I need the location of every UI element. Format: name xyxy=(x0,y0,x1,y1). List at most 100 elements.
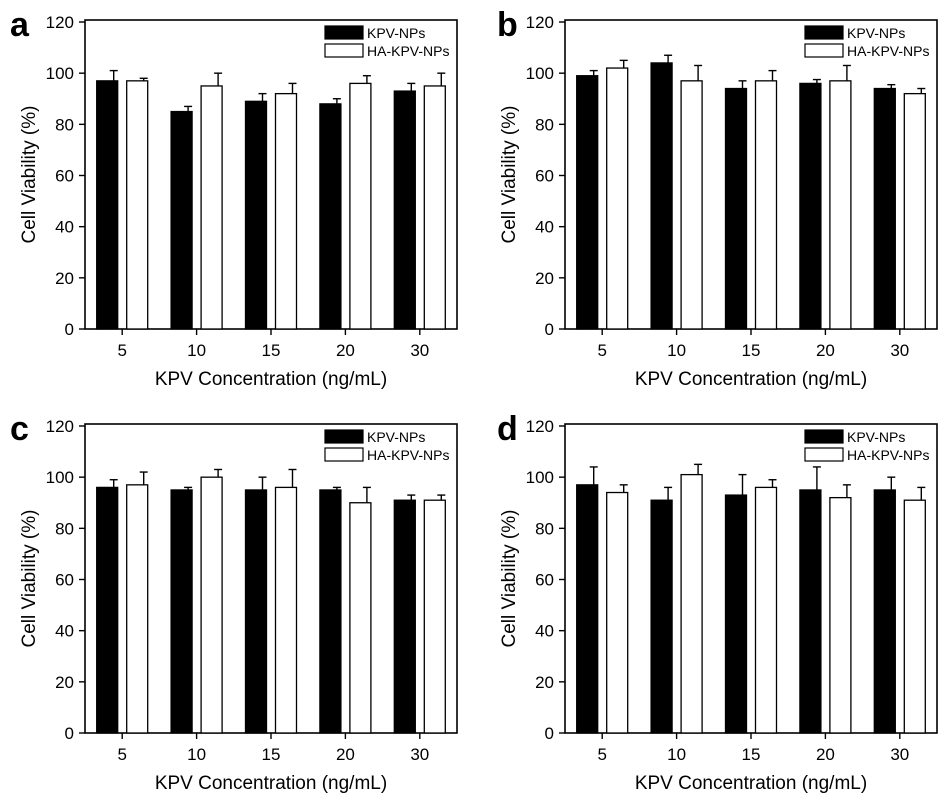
legend-label: HA-KPV-NPs xyxy=(367,447,449,463)
legend-label: HA-KPV-NPs xyxy=(367,43,449,59)
y-tick-label: 0 xyxy=(545,724,554,743)
x-tick-label: 20 xyxy=(816,341,835,360)
bar-kpv-nps xyxy=(873,87,896,330)
error-bar xyxy=(694,463,703,475)
bar-ha-kpv-nps xyxy=(126,80,149,330)
y-axis-title: Cell Viability (%) xyxy=(19,106,40,244)
y-tick-label: 40 xyxy=(55,622,74,641)
bar-kpv-nps xyxy=(170,110,193,330)
error-bar xyxy=(362,75,371,84)
bar-kpv-nps xyxy=(576,75,599,330)
error-bar xyxy=(589,69,598,76)
y-tick-label: 0 xyxy=(65,724,74,743)
bar-kpv-nps xyxy=(170,489,193,734)
x-tick-label: 20 xyxy=(336,341,355,360)
chart-panel-a: a 0 20 40 60 80 100 120 5 10 15 20 30 KPV Concentrati… xyxy=(10,6,458,390)
bar-kpv-nps xyxy=(319,103,342,330)
panel-label: a xyxy=(10,6,30,44)
bar-kpv-nps xyxy=(576,484,599,734)
y-tick-label: 120 xyxy=(526,417,554,436)
x-tick-label: 30 xyxy=(890,745,909,764)
x-tick-label: 15 xyxy=(262,745,281,764)
error-bar xyxy=(214,468,223,478)
x-tick-label: 20 xyxy=(336,745,355,764)
y-tick-label: 40 xyxy=(535,622,554,641)
y-axis-title: Cell Viability (%) xyxy=(19,510,40,648)
x-tick-label: 10 xyxy=(667,341,686,360)
y-tick-label: 60 xyxy=(55,167,74,186)
bar-kpv-nps xyxy=(96,486,119,734)
legend-swatch-kpv-nps xyxy=(804,429,844,444)
y-axis-title: Cell Viability (%) xyxy=(499,510,520,648)
y-axis-title: Cell Viability (%) xyxy=(499,106,520,244)
bar-kpv-nps xyxy=(393,499,416,734)
error-bar xyxy=(768,69,777,81)
error-bar xyxy=(184,105,193,112)
y-tick-label: 20 xyxy=(535,269,554,288)
y-tick-label: 20 xyxy=(55,269,74,288)
legend-swatch-ha-kpv-nps xyxy=(804,43,844,58)
error-bar xyxy=(258,92,267,102)
x-tick-label: 5 xyxy=(597,341,606,360)
legend-swatch-ha-kpv-nps xyxy=(804,447,844,462)
y-tick-label: 120 xyxy=(526,13,554,32)
legend-label: KPV-NPs xyxy=(367,25,425,41)
x-tick-label: 20 xyxy=(816,745,835,764)
y-tick-label: 120 xyxy=(46,417,74,436)
y-tick-label: 20 xyxy=(55,673,74,692)
error-bar xyxy=(407,494,416,501)
bar-kpv-nps xyxy=(650,62,673,330)
legend-label: KPV-NPs xyxy=(847,25,905,41)
x-tick-label: 5 xyxy=(117,745,126,764)
bar-ha-kpv-nps xyxy=(606,67,629,330)
x-tick-label: 15 xyxy=(262,341,281,360)
panel-label: b xyxy=(497,6,518,44)
y-tick-label: 80 xyxy=(535,115,554,134)
error-bar xyxy=(288,468,297,488)
bar-ha-kpv-nps xyxy=(680,80,703,330)
error-bar xyxy=(139,471,148,485)
y-tick-label: 40 xyxy=(535,218,554,237)
x-tick-label: 10 xyxy=(187,745,206,764)
panel-label: c xyxy=(10,410,29,448)
error-bar xyxy=(109,69,118,81)
legend-swatch-kpv-nps xyxy=(324,429,364,444)
error-bar xyxy=(619,484,628,493)
error-bar xyxy=(917,486,926,501)
panel-label: d xyxy=(497,410,518,448)
bar-ha-kpv-nps xyxy=(126,484,149,734)
bar-ha-kpv-nps xyxy=(349,82,372,330)
chart-panel-d: d 0 20 40 60 80 100 120 5 10 15 20 30 KPV Concentrati… xyxy=(497,410,938,793)
bar-ha-kpv-nps xyxy=(754,486,778,734)
bar-ha-kpv-nps xyxy=(274,486,298,734)
error-bar xyxy=(812,466,821,490)
x-tick-label: 30 xyxy=(410,745,429,764)
bar-ha-kpv-nps xyxy=(423,499,446,734)
error-bar xyxy=(694,64,703,81)
bar-ha-kpv-nps xyxy=(274,92,298,330)
error-bar xyxy=(214,72,223,86)
y-tick-label: 80 xyxy=(55,115,74,134)
error-bar xyxy=(664,486,673,501)
bar-ha-kpv-nps xyxy=(349,502,372,734)
error-bar xyxy=(768,479,777,488)
x-tick-label: 30 xyxy=(410,341,429,360)
y-tick-label: 60 xyxy=(535,571,554,590)
y-tick-label: 0 xyxy=(65,320,74,339)
bar-kpv-nps xyxy=(799,489,822,734)
bar-ha-kpv-nps xyxy=(680,473,703,734)
error-bar xyxy=(738,473,747,496)
y-tick-label: 100 xyxy=(46,64,74,83)
y-tick-label: 80 xyxy=(55,519,74,538)
error-bar xyxy=(842,64,851,81)
x-tick-label: 30 xyxy=(890,341,909,360)
bar-kpv-nps xyxy=(244,100,268,330)
bar-kpv-nps xyxy=(393,90,416,330)
error-bar xyxy=(407,82,416,92)
y-tick-label: 120 xyxy=(46,13,74,32)
error-bar xyxy=(258,476,267,490)
error-bar xyxy=(589,466,598,485)
error-bar xyxy=(619,59,628,69)
error-bar xyxy=(332,98,341,104)
